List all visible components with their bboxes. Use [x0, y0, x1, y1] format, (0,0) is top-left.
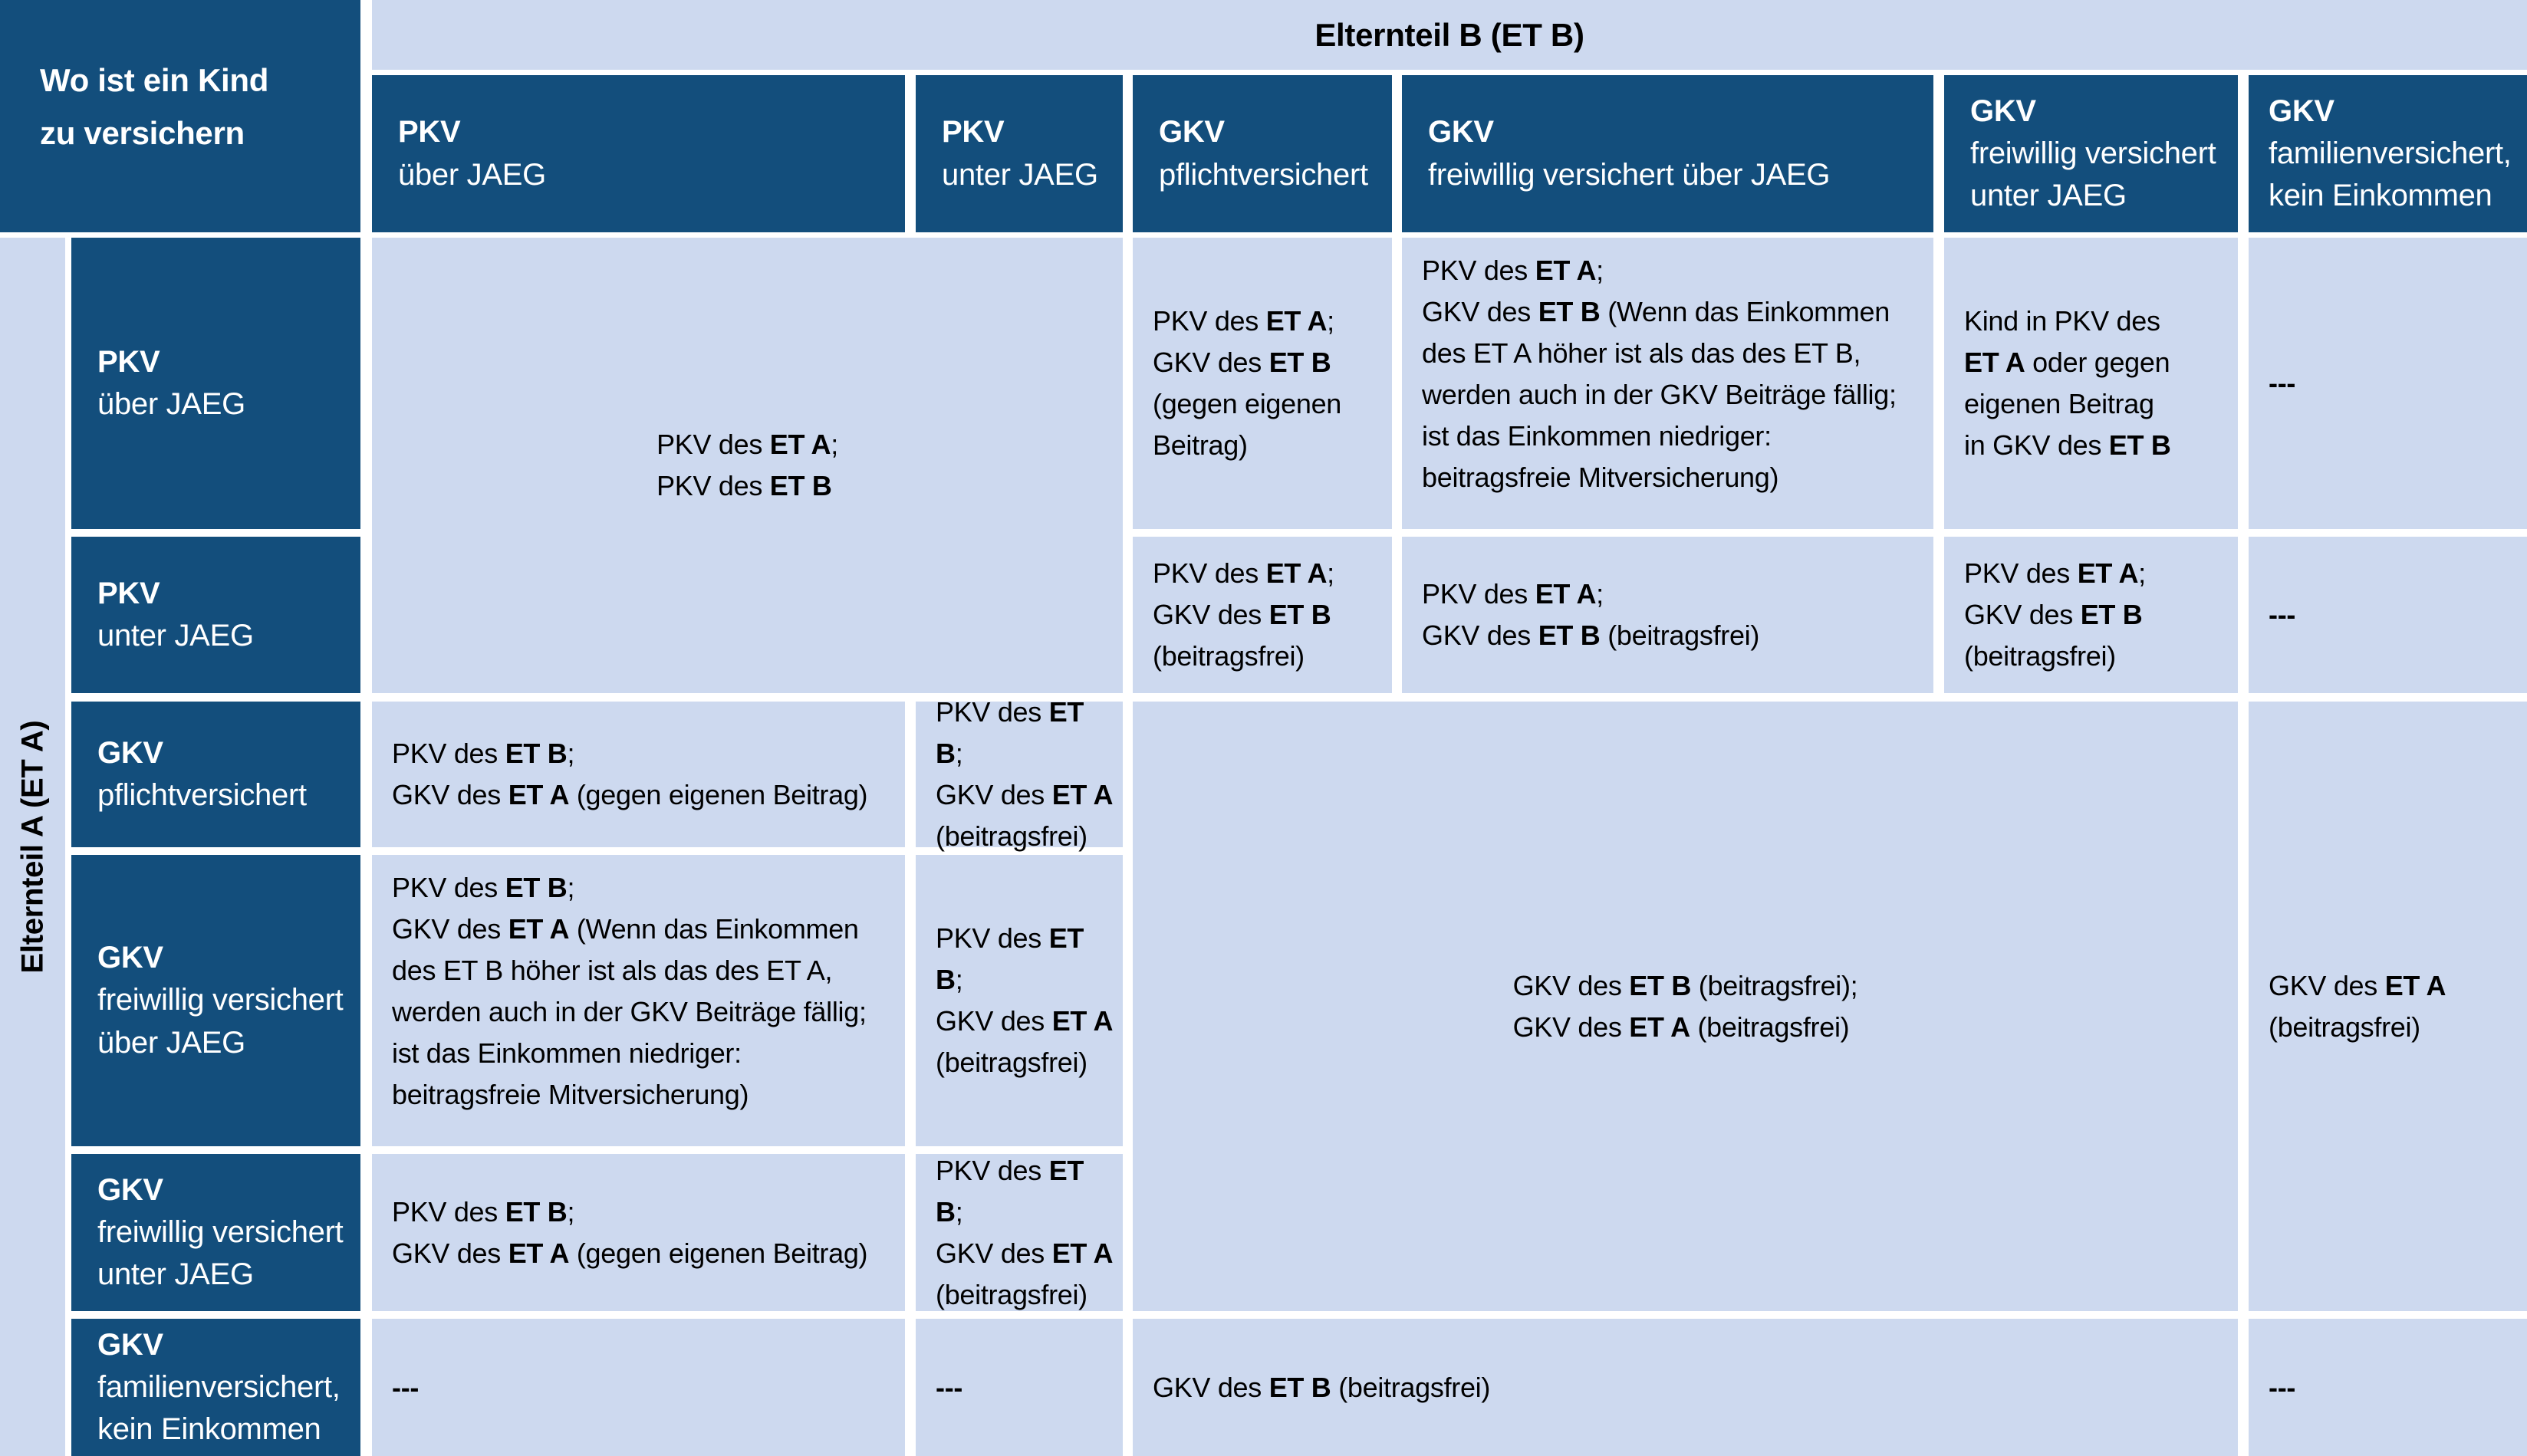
cell-text: ---	[2269, 367, 2296, 399]
cell-r4-pkv-ueber-jaeg: PKV des ET B; GKV des ET A (Wenn das Eink…	[372, 855, 905, 1146]
cell-r1-gkv-pflicht: PKV des ET A; GKV des ET B (gegen eigenen B…	[1133, 238, 1392, 529]
cell-text: GKV des ET A (beitragsfrei)	[2269, 969, 2446, 1043]
row-header-label: PKV unter JAEG	[97, 576, 254, 652]
cell-r6-gkv-familienversichert: ---	[2249, 1319, 2527, 1456]
cell-r2-gkv-pflicht: PKV des ET A; GKV des ET B (beitragsfrei)	[1133, 537, 1392, 693]
cell-text: ---	[936, 1371, 963, 1403]
column-group-label: Elternteil B (ET B)	[1315, 16, 1584, 53]
cell-text: PKV des ET B; GKV des ET A (gegen eigenen…	[392, 738, 868, 810]
col-header-label: GKV familienversichert, kein Einkommen	[2269, 94, 2512, 213]
row-header-label: GKV freiwillig versichert über JAEG	[97, 941, 344, 1060]
cell-text: ---	[2269, 599, 2296, 630]
cell-text: GKV des ET B (beitragsfrei); GKV des ET A…	[1512, 969, 1858, 1043]
cell-r2-gkv-familienversichert: ---	[2249, 537, 2527, 693]
corner-title: Wo ist ein Kind zu versichern	[0, 0, 360, 232]
row-header-gkv-freiwillig-ueber-jaeg: GKV freiwillig versichert über JAEG	[71, 855, 360, 1146]
col-header-pkv-unter-jaeg: PKV unter JAEG	[916, 75, 1123, 232]
row-header-gkv-pflichtversichert: GKV pflichtversichert	[71, 702, 360, 847]
cell-text: ---	[392, 1371, 420, 1403]
row-header-gkv-freiwillig-unter-jaeg: GKV freiwillig versichert unter JAEG	[71, 1154, 360, 1311]
col-header-gkv-pflichtversichert: GKV pflichtversichert	[1133, 75, 1392, 232]
row-header-label: GKV freiwillig versichert unter JAEG	[97, 1172, 344, 1292]
cell-text: PKV des ET B; GKV des ET A (beitragsfrei)	[936, 696, 1114, 852]
cell-merged-pkv-both-parents: PKV des ET A; PKV des ET B	[372, 238, 1123, 693]
cell-merged-gkv-both-free: GKV des ET B (beitragsfrei); GKV des ET A…	[1133, 702, 2238, 1311]
col-header-label: PKV unter JAEG	[942, 115, 1098, 192]
row-header-label: GKV pflichtversichert	[97, 735, 307, 812]
row-group-label: Elternteil A (ET A)	[15, 720, 49, 974]
cell-text: GKV des ET B (beitragsfrei)	[1153, 1371, 1491, 1403]
cell-text: PKV des ET A; GKV des ET B (beitragsfrei)	[1422, 578, 1760, 651]
col-header-gkv-familienversichert: GKV familienversichert, kein Einkommen	[2249, 75, 2527, 232]
cell-text: PKV des ET A; GKV des ET B (gegen eigenen B…	[1153, 305, 1342, 461]
col-header-label: GKV pflichtversichert	[1159, 115, 1368, 192]
col-header-label: GKV freiwillig versichert unter JAEG	[1970, 94, 2216, 213]
cell-r5-pkv-ueber-jaeg: PKV des ET B; GKV des ET A (gegen eigenen…	[372, 1154, 905, 1311]
col-header-pkv-ueber-jaeg: PKV über JAEG	[372, 75, 905, 232]
cell-text: ---	[2269, 1371, 2296, 1403]
cell-r6-pkv-ueber-jaeg: ---	[372, 1319, 905, 1456]
cell-text: PKV des ET A; GKV des ET B (Wenn das Eink…	[1422, 255, 1897, 493]
row-header-label: GKV familienversichert, kein Einkommen	[97, 1327, 341, 1447]
cell-text: PKV des ET B; GKV des ET A (gegen eigenen…	[392, 1195, 868, 1269]
cell-r5-pkv-unter-jaeg: PKV des ET B; GKV des ET A (beitragsfrei)	[916, 1154, 1123, 1311]
cell-r1-gkv-freiwillig-unter: Kind in PKV des ET A oder gegen eigenen Be…	[1944, 238, 2238, 529]
cell-text: PKV des ET A; PKV des ET B	[656, 429, 838, 501]
cell-r2-gkv-freiwillig-unter: PKV des ET A; GKV des ET B (beitragsfrei)	[1944, 537, 2238, 693]
cell-merged-gkv-etb-free-bottom: GKV des ET B (beitragsfrei)	[1133, 1319, 2238, 1456]
row-group-header: Elternteil A (ET A)	[0, 238, 65, 1456]
col-header-label: GKV freiwillig versichert über JAEG	[1428, 115, 1831, 192]
row-header-gkv-familienversichert: GKV familienversichert, kein Einkommen	[71, 1319, 360, 1456]
col-header-gkv-freiwillig-unter-jaeg: GKV freiwillig versichert unter JAEG	[1944, 75, 2238, 232]
cell-r3-pkv-ueber-jaeg: PKV des ET B; GKV des ET A (gegen eigenen…	[372, 702, 905, 847]
cell-merged-gkv-eta-free: GKV des ET A (beitragsfrei)	[2249, 702, 2527, 1311]
cell-r4-pkv-unter-jaeg: PKV des ET B; GKV des ET A (beitragsfrei)	[916, 855, 1123, 1146]
cell-text: PKV des ET A; GKV des ET B (beitragsfrei)	[1964, 557, 2146, 672]
row-header-label: PKV über JAEG	[97, 344, 245, 421]
cell-text: PKV des ET B; GKV des ET A (Wenn das Eink…	[392, 872, 867, 1110]
column-group-header: Elternteil B (ET B)	[372, 0, 2527, 70]
cell-text: PKV des ET B; GKV des ET A (beitragsfrei)	[936, 1154, 1114, 1310]
cell-text: Kind in PKV des ET A oder gegen eigenen Be…	[1964, 305, 2171, 461]
col-header-label: PKV über JAEG	[398, 115, 546, 192]
cell-r3-pkv-unter-jaeg: PKV des ET B; GKV des ET A (beitragsfrei)	[916, 696, 1123, 852]
col-header-gkv-freiwillig-ueber-jaeg: GKV freiwillig versichert über JAEG	[1402, 75, 1933, 232]
cell-r1-gkv-familienversichert: ---	[2249, 238, 2527, 529]
cell-text: PKV des ET A; GKV des ET B (beitragsfrei)	[1153, 557, 1334, 672]
cell-r6-pkv-unter-jaeg: ---	[916, 1319, 1123, 1456]
cell-text: PKV des ET B; GKV des ET A (beitragsfrei)	[936, 922, 1114, 1078]
cell-r2-gkv-freiwillig-ueber: PKV des ET A; GKV des ET B (beitragsfrei)	[1402, 537, 1933, 693]
cell-r1-gkv-freiwillig-ueber: PKV des ET A; GKV des ET B (Wenn das Eink…	[1402, 238, 1933, 529]
row-header-pkv-unter-jaeg: PKV unter JAEG	[71, 537, 360, 693]
row-header-pkv-ueber-jaeg: PKV über JAEG	[71, 238, 360, 529]
